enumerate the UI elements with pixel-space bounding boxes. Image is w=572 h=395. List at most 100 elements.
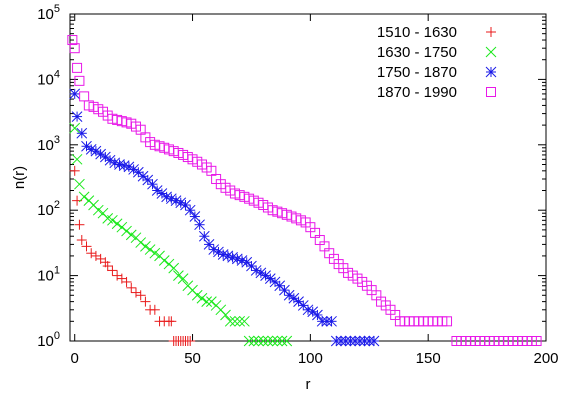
data-point xyxy=(191,289,203,301)
legend-label: 1510 - 1630 xyxy=(377,24,457,41)
data-layer xyxy=(67,35,542,347)
data-point xyxy=(111,218,123,230)
data-point xyxy=(224,315,236,327)
data-point xyxy=(135,237,147,248)
data-point xyxy=(149,247,161,259)
data-point xyxy=(272,335,283,347)
data-point xyxy=(149,304,160,315)
data-point xyxy=(69,43,80,54)
data-point xyxy=(74,219,85,230)
y-tick-exponent: 1 xyxy=(54,265,60,277)
y-tick-base: 10 xyxy=(37,333,54,350)
x-tick-label: 200 xyxy=(533,350,558,367)
data-point xyxy=(206,296,217,307)
data-point xyxy=(102,261,113,272)
legend-label: 1630 - 1750 xyxy=(377,44,457,61)
y-tick-base: 10 xyxy=(37,202,54,219)
plot-frame xyxy=(69,13,547,342)
data-point xyxy=(74,75,85,86)
y-tick-label: 103 xyxy=(37,134,60,154)
data-point xyxy=(76,127,88,139)
legend-label: 1870 - 1990 xyxy=(377,84,457,101)
data-point xyxy=(229,315,241,327)
y-tick-label: 102 xyxy=(37,199,60,219)
y-tick-base: 10 xyxy=(37,71,54,88)
data-point xyxy=(130,287,141,298)
data-point xyxy=(234,315,246,327)
y-tick-label: 104 xyxy=(37,68,60,88)
y-tick-exponent: 3 xyxy=(54,134,60,146)
x-tick-label: 150 xyxy=(416,350,441,367)
data-point xyxy=(276,335,288,347)
data-point xyxy=(196,292,208,304)
data-point xyxy=(189,211,201,222)
data-point xyxy=(144,244,156,255)
data-point xyxy=(112,270,123,281)
data-point xyxy=(213,246,224,258)
data-point xyxy=(140,296,151,307)
data-point xyxy=(140,241,151,252)
legend: 1510 - 1630 1630 - 1750 1750 - 1870 1870 - … xyxy=(377,24,497,101)
data-point xyxy=(126,282,137,293)
y-tick-base: 10 xyxy=(37,6,54,23)
data-point xyxy=(135,290,146,301)
data-point xyxy=(262,335,274,347)
series-4 xyxy=(67,35,542,346)
data-point xyxy=(194,219,205,231)
data-point xyxy=(368,335,380,347)
y-tick-exponent: 0 xyxy=(54,330,60,342)
data-point xyxy=(121,225,132,237)
data-point xyxy=(125,229,137,241)
data-point xyxy=(312,309,323,321)
data-point xyxy=(326,315,337,327)
series-2 xyxy=(69,122,293,347)
data-point xyxy=(74,178,85,190)
x-tick-label: 0 xyxy=(71,350,79,367)
y-tick-exponent: 2 xyxy=(54,199,60,211)
y-tick-exponent: 5 xyxy=(54,3,60,15)
y-tick-label: 100 xyxy=(37,330,60,350)
data-point xyxy=(173,270,184,281)
data-point xyxy=(255,267,267,279)
data-point xyxy=(69,88,81,100)
data-point xyxy=(168,262,180,274)
data-point xyxy=(184,204,196,216)
data-point xyxy=(107,214,118,226)
data-point xyxy=(90,250,101,261)
data-point xyxy=(76,235,87,246)
data-point xyxy=(177,273,189,284)
series-1 xyxy=(69,165,196,346)
data-point xyxy=(281,335,293,347)
data-point xyxy=(166,316,177,327)
data-point xyxy=(71,153,83,165)
data-point xyxy=(78,191,90,203)
data-point xyxy=(147,178,158,190)
y-tick-base: 10 xyxy=(37,137,54,154)
data-point xyxy=(107,265,118,276)
data-point xyxy=(69,165,80,176)
data-point xyxy=(92,204,104,216)
data-point xyxy=(201,296,213,307)
y-tick-exponent: 4 xyxy=(54,68,60,80)
data-point xyxy=(158,255,170,266)
legend-marker xyxy=(485,46,497,58)
y-axis-title: n(r) xyxy=(11,166,28,189)
y-tick-base: 10 xyxy=(37,268,54,285)
data-point xyxy=(239,315,250,327)
data-point xyxy=(67,35,78,46)
data-point xyxy=(71,111,83,122)
x-tick-label: 100 xyxy=(298,350,323,367)
data-point xyxy=(248,335,260,347)
legend-marker xyxy=(486,87,496,97)
y-tick-label: 105 xyxy=(37,3,60,23)
data-point xyxy=(121,276,132,287)
y-tick-label: 101 xyxy=(37,265,60,285)
data-point xyxy=(253,335,264,347)
data-point xyxy=(86,248,97,259)
data-point xyxy=(69,122,81,134)
data-point xyxy=(442,316,453,327)
data-point xyxy=(531,336,542,346)
legend-label: 1750 - 1870 xyxy=(377,64,457,81)
